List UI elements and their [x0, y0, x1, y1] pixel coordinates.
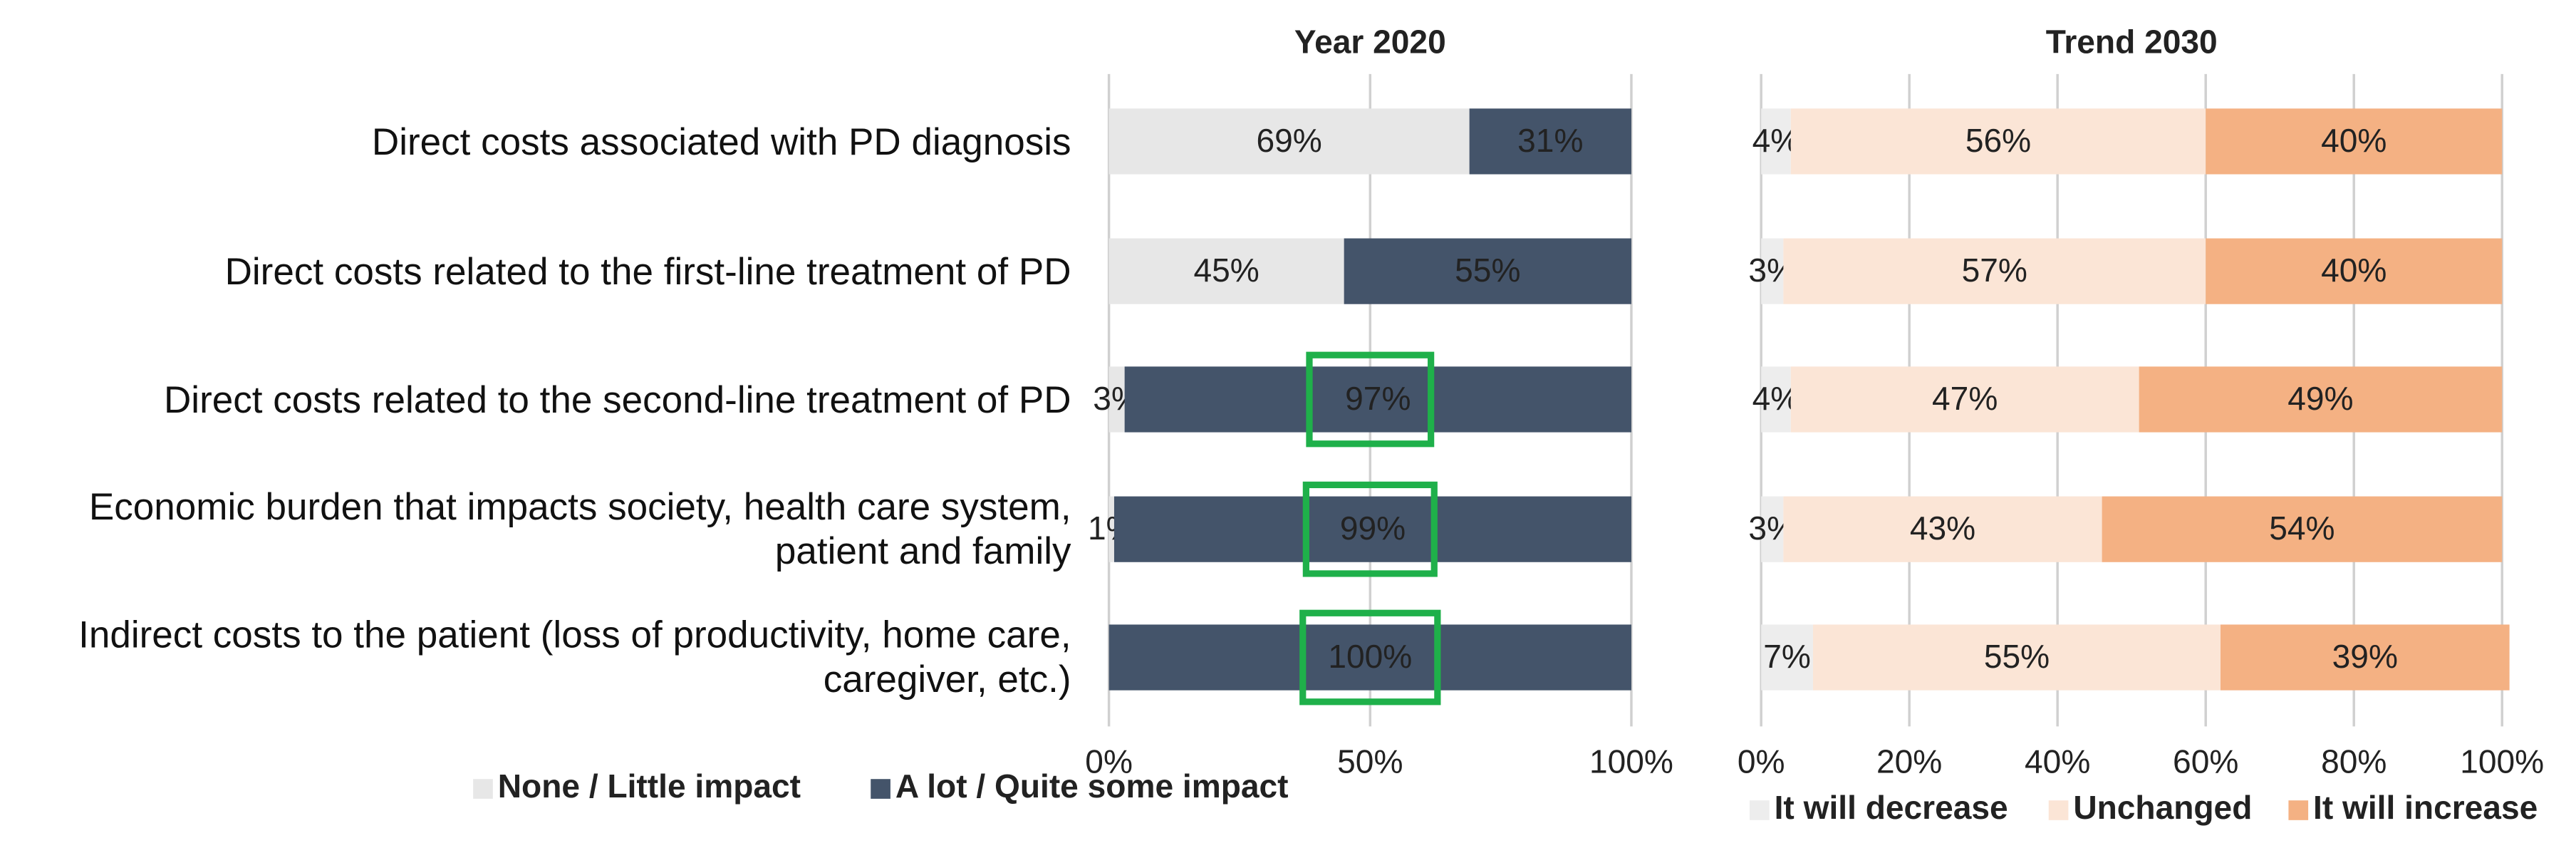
- bar-segment: [1761, 624, 1813, 691]
- bar-segment: [1761, 496, 1784, 562]
- value-label: 57%: [1962, 252, 2027, 289]
- legend-swatch: [2048, 800, 2069, 820]
- category-label: Economic burden that impacts society, he…: [88, 485, 1071, 572]
- value-label: 40%: [2321, 122, 2387, 159]
- bar-segment: [1790, 108, 2206, 175]
- chart-title: Trend 2030: [2046, 24, 2218, 61]
- category-label: Direct costs related to the first-line t…: [224, 249, 1071, 292]
- legend-label: None / Little impact: [498, 767, 801, 805]
- value-label: 99%: [1340, 510, 1406, 547]
- legend-label: It will decrease: [1775, 789, 2008, 826]
- highlight-box: [1306, 351, 1435, 448]
- value-label: 40%: [2321, 252, 2387, 289]
- value-label: 100%: [1328, 638, 1412, 675]
- category-label: Direct costs related to the second-line …: [163, 377, 1071, 420]
- bar-segment: [1108, 496, 1114, 562]
- bar-segment: [1783, 238, 2206, 304]
- value-label: 45%: [1193, 252, 1259, 289]
- legend-label: A lot / Quite some impact: [895, 767, 1289, 805]
- bar-segment: [1113, 496, 1631, 562]
- bar-segment: [1761, 108, 1791, 175]
- highlight-box: [1302, 481, 1438, 577]
- bar-segment: [1812, 624, 2221, 691]
- value-label: 39%: [2332, 638, 2398, 675]
- x-tick-label: 50%: [1337, 743, 1403, 780]
- x-tick-label: 80%: [2321, 743, 2387, 780]
- bar-segment: [2102, 496, 2503, 562]
- x-tick-label: 0%: [1085, 743, 1133, 780]
- value-label: 56%: [1965, 122, 2031, 159]
- value-label: 43%: [1910, 510, 1975, 547]
- value-label: 97%: [1345, 380, 1411, 417]
- category-label: Direct costs associated with PD diagnosi…: [371, 119, 1071, 162]
- bar-segment: [1790, 366, 2139, 433]
- value-label: 69%: [1256, 122, 1321, 159]
- value-label: 31%: [1517, 122, 1583, 159]
- legend-label: It will increase: [2313, 789, 2538, 826]
- x-tick-label: 20%: [1876, 743, 1942, 780]
- legend-swatch: [1750, 800, 1770, 820]
- bar-segment: [1124, 366, 1631, 433]
- category-label: Indirect costs to the patient (loss of p…: [78, 613, 1071, 701]
- value-label: 7%: [1763, 638, 1811, 675]
- value-label: 49%: [2287, 380, 2353, 417]
- bar-segment: [2206, 238, 2503, 304]
- value-label: 55%: [1455, 252, 1520, 289]
- legend-swatch: [473, 779, 493, 799]
- value-label: 47%: [1932, 380, 1998, 417]
- bar-segment: [1469, 108, 1631, 175]
- bar-segment: [1108, 238, 1344, 304]
- bar-segment: [2221, 624, 2510, 691]
- legend-label: Unchanged: [2073, 789, 2252, 826]
- category-label: Direct costs associated with PD diagnosi…: [371, 119, 1071, 162]
- x-tick-label: 100%: [1589, 743, 1673, 780]
- bar-segment: [2206, 108, 2503, 175]
- x-tick-label: 0%: [1738, 743, 1785, 780]
- category-label: Economic burden that impacts society, he…: [88, 485, 1071, 572]
- bar-segment: [1108, 624, 1631, 691]
- category-label: Direct costs related to the first-line t…: [224, 249, 1071, 292]
- bar-segment: [1761, 238, 1784, 304]
- x-tick-label: 60%: [2173, 743, 2238, 780]
- bar-segment: [1783, 496, 2102, 562]
- legend-swatch: [2288, 800, 2309, 820]
- value-label: 54%: [2269, 510, 2334, 547]
- value-label: 55%: [1984, 638, 2050, 675]
- bar-segment: [1344, 238, 1631, 304]
- legend-swatch: [871, 779, 890, 799]
- x-tick-label: 40%: [2025, 743, 2090, 780]
- category-label: Direct costs related to the second-line …: [163, 377, 1071, 420]
- bar-segment: [2139, 366, 2503, 433]
- x-tick-label: 100%: [2460, 743, 2544, 780]
- bar-segment: [1108, 366, 1125, 433]
- bar-segment: [1108, 108, 1470, 175]
- category-label: Indirect costs to the patient (loss of p…: [78, 613, 1071, 701]
- bar-segment: [1761, 366, 1791, 433]
- highlight-box: [1299, 609, 1441, 705]
- chart-title: Year 2020: [1294, 24, 1446, 61]
